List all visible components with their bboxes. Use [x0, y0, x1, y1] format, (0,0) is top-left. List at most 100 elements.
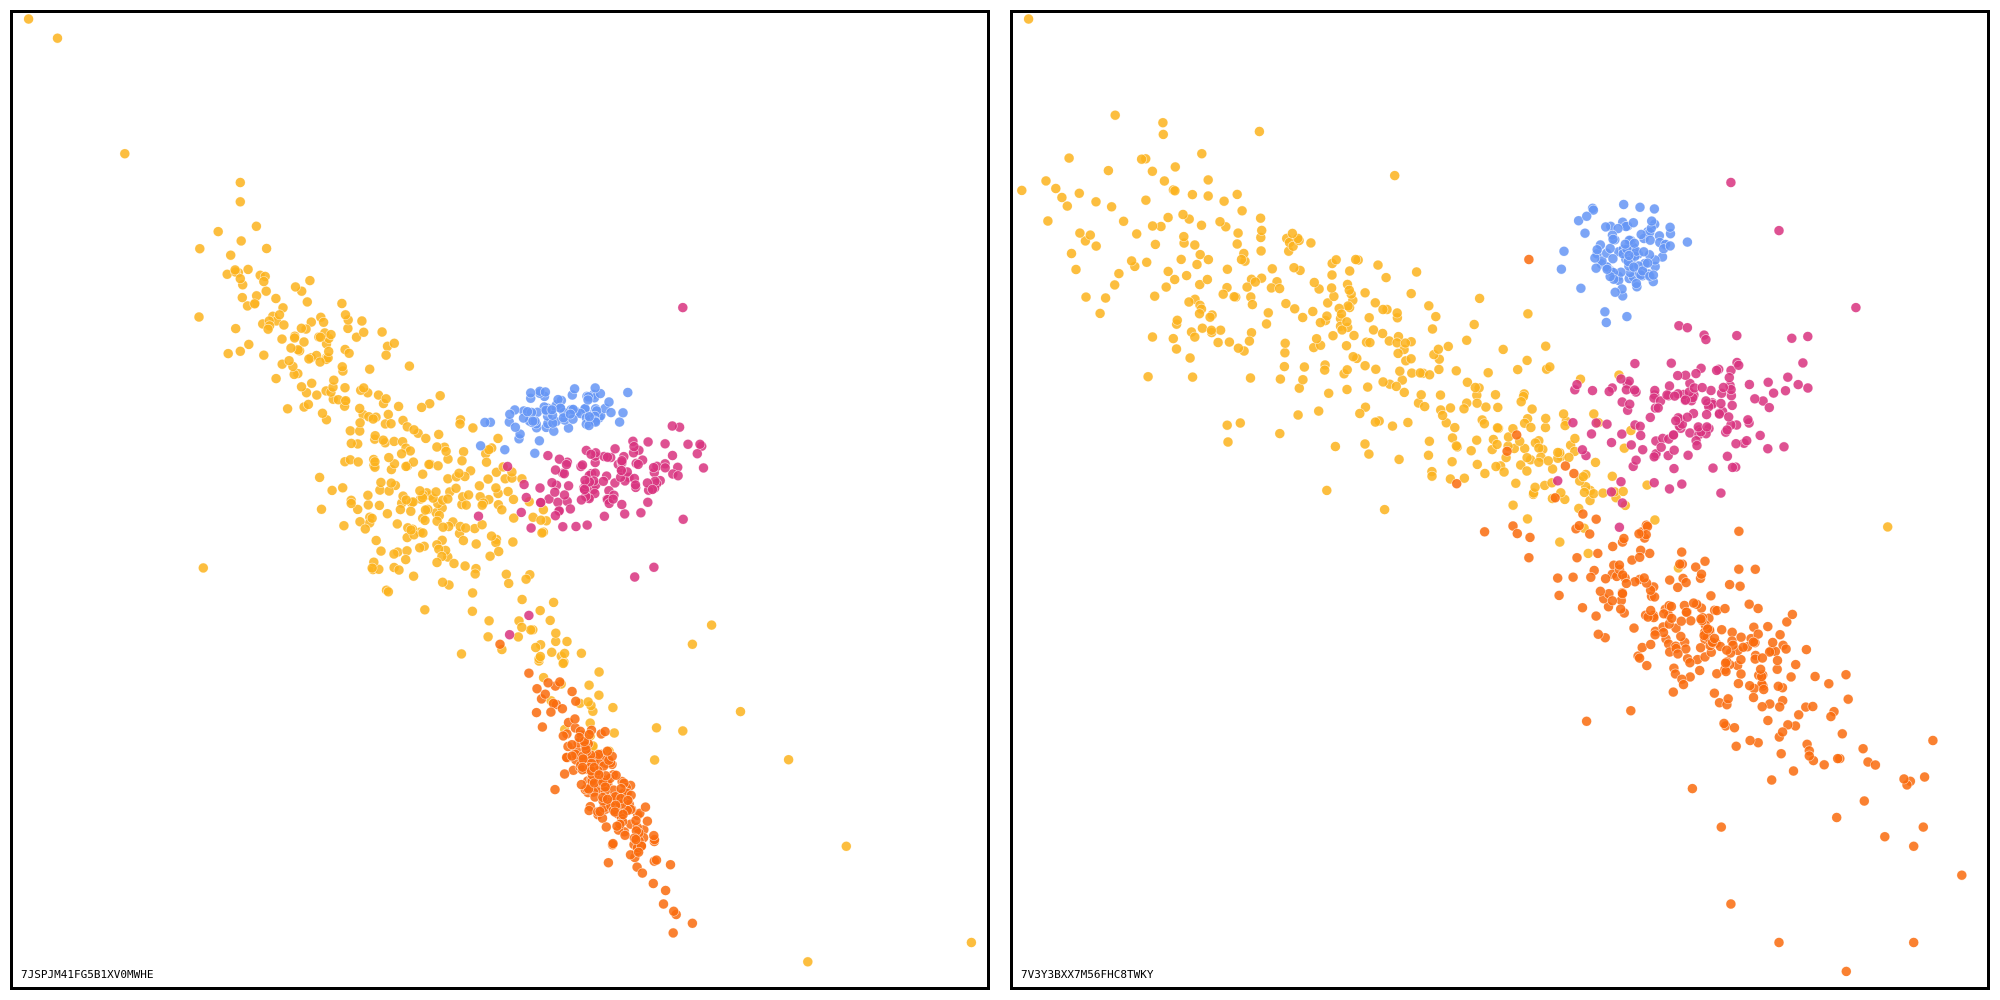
- data-point: [1601, 263, 1613, 275]
- data-point: [1212, 337, 1224, 348]
- data-point: [1150, 239, 1161, 250]
- data-point: [1465, 445, 1477, 457]
- data-point: [442, 493, 454, 505]
- data-point: [617, 407, 629, 419]
- data-point: [1625, 705, 1637, 717]
- data-point: [1424, 435, 1435, 447]
- data-point: [1823, 678, 1835, 690]
- data-point: [1311, 333, 1322, 345]
- data-point: [508, 494, 519, 505]
- data-point: [235, 345, 246, 357]
- data-point: [261, 243, 272, 254]
- data-point: [1604, 243, 1616, 254]
- data-point: [1491, 439, 1503, 450]
- data-point: [1341, 364, 1353, 376]
- data-point: [408, 570, 419, 582]
- data-point: [1714, 408, 1725, 420]
- data-point: [362, 489, 374, 501]
- data-point: [1666, 612, 1678, 624]
- data-point: [416, 402, 427, 413]
- data-point: [1305, 237, 1317, 249]
- data-point: [1147, 220, 1158, 232]
- data-point: [1433, 343, 1444, 355]
- data-point: [359, 523, 371, 535]
- data-point: [1372, 259, 1384, 271]
- data-point: [659, 438, 671, 450]
- data-point: [1858, 795, 1870, 807]
- data-point: [642, 436, 654, 448]
- data-point: [1709, 687, 1720, 699]
- data-point: [1369, 297, 1381, 309]
- data-point: [1674, 558, 1686, 570]
- data-point: [382, 409, 394, 420]
- data-point: [599, 726, 611, 737]
- data-point: [419, 515, 431, 526]
- data-point: [225, 249, 236, 261]
- data-point: [1446, 456, 1458, 468]
- data-point: [1050, 183, 1062, 194]
- data-point: [608, 727, 620, 739]
- data-point: [642, 815, 653, 827]
- data-point: [1126, 255, 1137, 267]
- data-point: [1634, 202, 1646, 213]
- data-point: [1526, 403, 1538, 415]
- data-point: [1308, 277, 1320, 288]
- data-point: [1169, 185, 1181, 197]
- data-point: [1398, 387, 1410, 398]
- data-point: [1633, 528, 1645, 540]
- data-point: [1359, 438, 1371, 450]
- data-point: [1617, 486, 1629, 497]
- data-point: [966, 937, 977, 948]
- data-point: [1715, 487, 1727, 499]
- data-point: [499, 444, 511, 456]
- data-point: [23, 13, 34, 25]
- data-point: [1607, 234, 1619, 245]
- data-point: [1501, 445, 1513, 457]
- data-point: [1752, 603, 1764, 614]
- data-point: [1756, 701, 1768, 713]
- data-point: [393, 564, 405, 576]
- data-point: [1615, 476, 1627, 488]
- data-point: [1377, 376, 1389, 388]
- data-point: [658, 898, 669, 910]
- data-point: [1217, 288, 1229, 300]
- data-point: [494, 638, 506, 650]
- data-point: [559, 768, 570, 780]
- data-point: [1695, 642, 1706, 654]
- data-point: [1777, 726, 1788, 738]
- data-point: [1549, 492, 1561, 504]
- data-point: [1774, 629, 1786, 641]
- data-point: [270, 293, 282, 304]
- data-point: [1497, 344, 1509, 355]
- data-point: [1682, 411, 1693, 423]
- data-point: [1449, 422, 1461, 433]
- data-point: [569, 383, 580, 395]
- data-point: [1831, 812, 1843, 823]
- data-point: [1752, 628, 1764, 640]
- data-point: [510, 421, 521, 433]
- data-point: [1162, 266, 1174, 277]
- data-point: [1354, 408, 1366, 419]
- data-point: [1658, 608, 1670, 620]
- data-point: [1498, 466, 1510, 478]
- scatter-plot-left: [23, 13, 977, 968]
- data-point: [1778, 441, 1790, 453]
- data-point: [1523, 254, 1535, 265]
- data-point: [1554, 536, 1566, 548]
- data-point: [382, 508, 393, 520]
- data-point: [687, 917, 698, 929]
- data-point: [1255, 212, 1266, 224]
- data-point: [585, 448, 597, 460]
- data-point: [289, 332, 300, 344]
- data-point: [431, 441, 443, 453]
- data-point: [1591, 244, 1603, 255]
- data-point: [1392, 348, 1404, 359]
- data-point: [651, 854, 662, 866]
- data-point: [1521, 355, 1533, 366]
- data-point: [400, 494, 412, 506]
- data-point: [559, 648, 570, 659]
- data-point: [594, 806, 606, 817]
- data-point: [1363, 448, 1375, 460]
- data-point: [1149, 290, 1160, 302]
